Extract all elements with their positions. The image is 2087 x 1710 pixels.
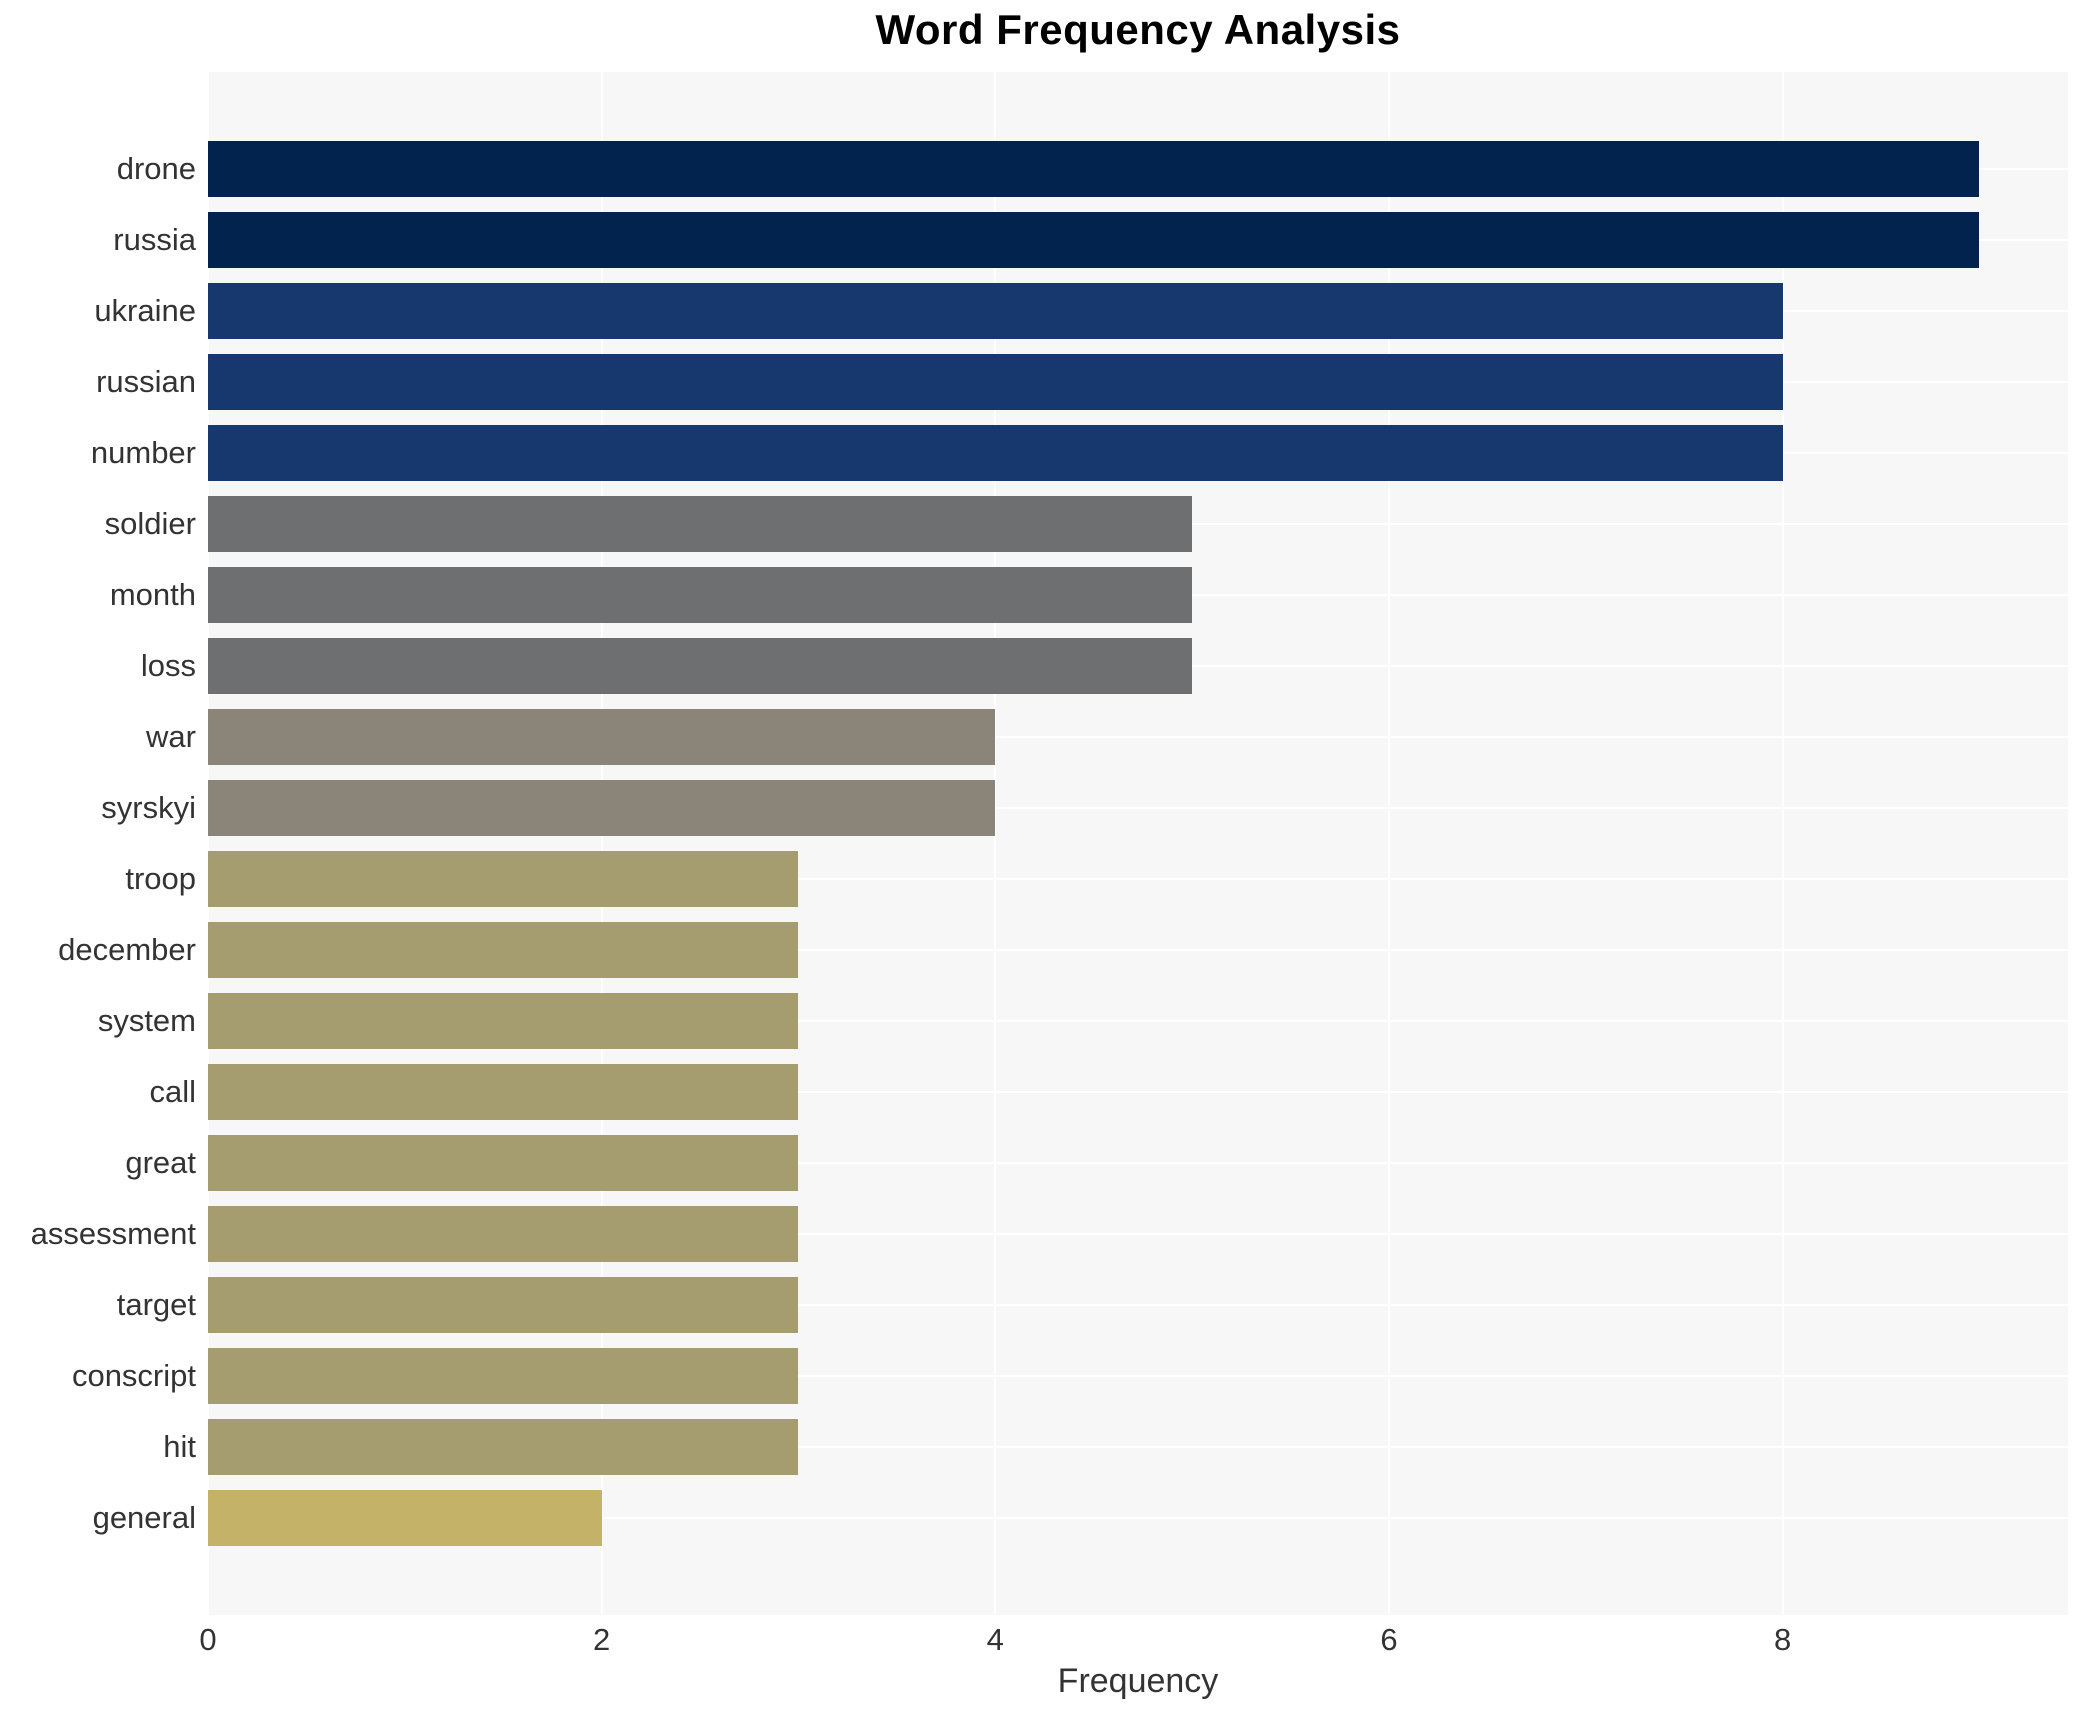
gridline-vertical (600, 72, 603, 1615)
bar-loss (208, 638, 1193, 695)
bar-assessment (208, 1205, 799, 1262)
bar-great (208, 1134, 799, 1191)
x-tick-label: 0 (199, 1622, 217, 1657)
bar-row (208, 773, 2068, 844)
bar-row (208, 985, 2068, 1056)
x-tick-label: 4 (986, 1622, 1004, 1657)
y-tick-label: month (109, 577, 196, 613)
bar-conscript (208, 1347, 799, 1404)
plot-area (207, 72, 2068, 1615)
bar-general (208, 1489, 602, 1546)
bar-ukraine (208, 283, 1783, 340)
chart-title: Word Frequency Analysis (875, 6, 1401, 53)
bar-row (208, 631, 2068, 702)
y-tick-label: target (116, 1286, 196, 1322)
y-tick-label: number (90, 435, 196, 471)
gridline-horizontal (208, 1303, 2068, 1306)
gridline-horizontal (208, 1445, 2068, 1448)
bar-row (208, 134, 2068, 205)
gridline-horizontal (208, 948, 2068, 951)
y-tick-label: great (125, 1144, 196, 1180)
gridline-vertical (207, 72, 209, 1615)
bar-call (208, 1063, 799, 1120)
gridline-vertical (994, 72, 997, 1615)
bar-row (208, 418, 2068, 489)
bar-row (208, 560, 2068, 631)
y-axis-labels: drone russia ukraine russian number soldier mo… (0, 134, 196, 1553)
bar-russia (208, 212, 1980, 269)
y-tick-label: call (149, 1073, 196, 1109)
bar-rows (208, 134, 2068, 1553)
bar-target (208, 1276, 799, 1333)
y-tick-label: drone (116, 151, 196, 187)
bar-soldier (208, 496, 1193, 553)
gridline-horizontal (208, 807, 2068, 810)
y-tick-label: assessment (30, 1215, 196, 1251)
y-tick-label: troop (125, 861, 196, 896)
bar-row (208, 1411, 2068, 1482)
bar-row (208, 205, 2068, 276)
y-tick-label: syrskyi (101, 790, 196, 826)
gridline-vertical (1387, 72, 1390, 1615)
x-tick-label: 8 (1773, 1622, 1792, 1657)
bar-row (208, 1127, 2068, 1198)
bar-number (208, 425, 1783, 482)
bar-row (208, 1340, 2068, 1411)
gridline-horizontal (208, 1374, 2068, 1377)
bar-russian (208, 354, 1783, 411)
bar-row (208, 914, 2068, 985)
y-tick-label: russian (96, 364, 196, 400)
bar-system (208, 992, 799, 1049)
bar-hit (208, 1418, 799, 1475)
y-tick-label: hit (163, 1428, 196, 1464)
y-tick-label: general (92, 1499, 196, 1535)
bar-row (208, 1198, 2068, 1269)
y-tick-label: russia (113, 222, 196, 258)
bar-row (208, 489, 2068, 560)
x-tick-label: 6 (1380, 1622, 1398, 1657)
gridline-horizontal (208, 1232, 2068, 1235)
x-axis-ticks: 0 2 4 6 8 (199, 1622, 2068, 1662)
x-axis-title: Frequency (1057, 1662, 1219, 1700)
gridline-horizontal (208, 1019, 2068, 1022)
gridline-vertical (1781, 72, 1784, 1615)
bar-row (208, 844, 2068, 915)
gridline-horizontal (208, 878, 2068, 880)
x-tick-label: 2 (593, 1622, 611, 1657)
bar-row (208, 1056, 2068, 1127)
bar-december (208, 921, 799, 978)
gridline-horizontal (208, 1090, 2068, 1093)
bar-row (208, 702, 2068, 773)
bar-drone (208, 141, 1980, 198)
bar-row (208, 276, 2068, 347)
y-tick-label: ukraine (94, 293, 196, 329)
y-tick-label: loss (140, 648, 196, 684)
y-tick-label: system (97, 1002, 196, 1038)
bar-war (208, 709, 996, 766)
y-tick-label: conscript (71, 1357, 196, 1393)
y-tick-label: soldier (104, 506, 196, 542)
bar-month (208, 567, 1193, 624)
bar-row (208, 1269, 2068, 1340)
bar-row (208, 1482, 2068, 1553)
gridline-horizontal (208, 736, 2068, 739)
bar-syrskyi (208, 780, 996, 837)
y-tick-label: december (58, 931, 196, 967)
vertical-gridlines (207, 72, 2068, 1615)
gridline-horizontal (208, 1516, 2068, 1519)
bar-row (208, 347, 2068, 418)
bar-troop (208, 850, 799, 908)
y-tick-label: war (146, 719, 196, 755)
gridline-horizontal (208, 1161, 2068, 1164)
